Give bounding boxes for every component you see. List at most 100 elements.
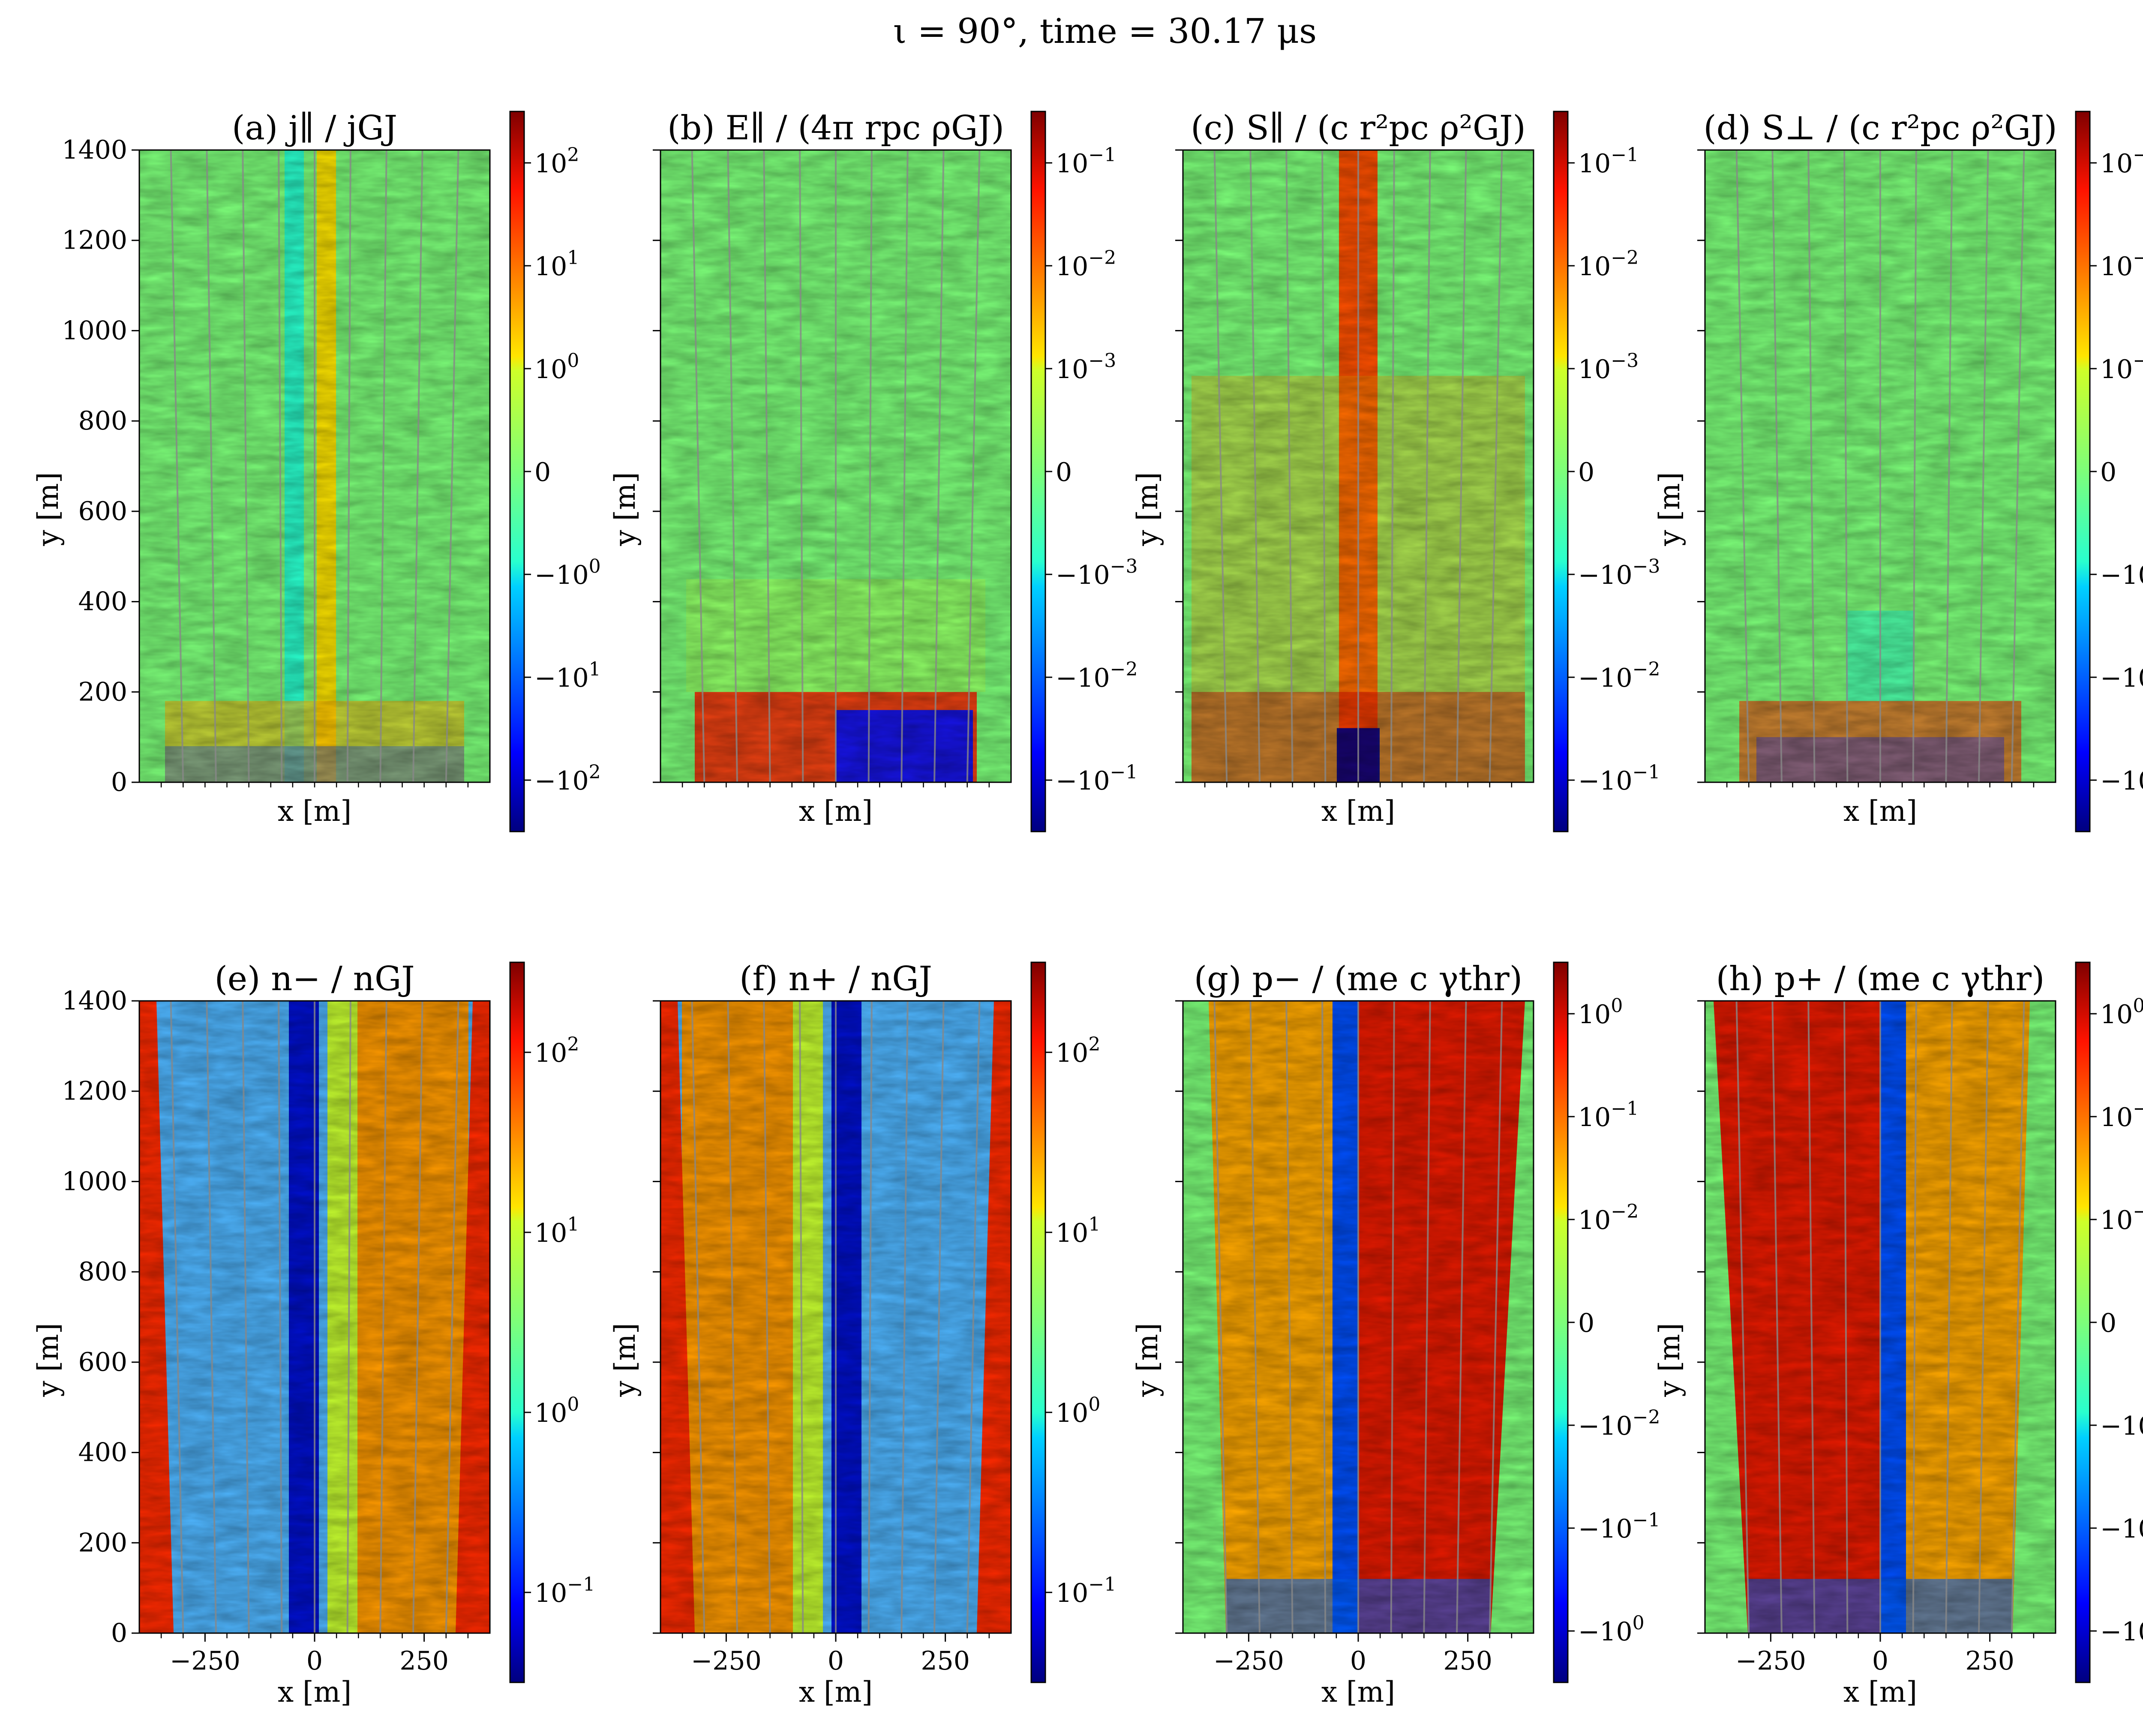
field-line [763, 150, 771, 783]
colorbar-tick-label: −10−1 [2100, 1509, 2143, 1544]
panel-title: (c) S∥ / (c r²pc ρ²GJ) [1191, 109, 1526, 147]
colorbar-tick-label: 100 [2100, 995, 2143, 1030]
x-tick-label: 0 [828, 1646, 844, 1676]
x-axis-label: x [m] [1843, 795, 1917, 828]
colorbar-tick-label: 100 [1056, 1394, 1100, 1428]
field-line [206, 1000, 217, 1634]
y-tick-label: 200 [78, 677, 127, 707]
colorbar-tick-label: −10−1 [1578, 761, 1660, 796]
colorbar-tick-label: 0 [1578, 457, 1594, 487]
field-line [1489, 150, 1503, 783]
field-line [1912, 150, 1917, 783]
x-tick-label: −250 [1213, 1646, 1284, 1676]
colorbar-tick-label: 102 [534, 1033, 579, 1068]
field-line [1735, 150, 1750, 783]
x-axis-label: x [m] [1321, 795, 1395, 828]
x-axis-label: x [m] [799, 795, 873, 828]
field-line [900, 150, 909, 783]
colorbar-tick-label: −10−2 [1056, 658, 1138, 693]
panel-title: (b) E∥ / (4π rpc ρGJ) [667, 109, 1004, 147]
colorbar-tick-label: 0 [534, 457, 551, 487]
field-line [933, 150, 945, 783]
y-axis-label: y [m] [609, 472, 642, 546]
colorbar-tick-label: −10−1 [2100, 761, 2143, 796]
field-line [691, 150, 705, 783]
field-line [867, 1000, 873, 1634]
y-tick-label: 400 [78, 587, 127, 617]
field-line [1456, 1000, 1467, 1634]
field-line [1771, 150, 1783, 783]
panel-c: x [m] y [m] (c) S∥ / (c r²pc ρ²GJ) 10−1 10−2… [1131, 109, 1660, 832]
colorbar-tick-label: −10−2 [2100, 658, 2143, 693]
field-line [966, 1000, 981, 1634]
field-line [2011, 150, 2025, 783]
y-tick-label: 1200 [62, 225, 127, 255]
colorbar-tick-label: 10−1 [1578, 144, 1639, 179]
y-axis-label: y [m] [1653, 472, 1686, 546]
colorbar-tick-label: 0 [1578, 1308, 1594, 1338]
y-tick-label: 0 [111, 1618, 127, 1648]
x-tick-label: 250 [1965, 1646, 2014, 1676]
field-line [1771, 1000, 1783, 1634]
x-tick-label: −250 [1735, 1646, 1806, 1676]
field-line [170, 1000, 184, 1634]
colorbar [1553, 961, 1569, 1683]
colorbar-tick-label: 10−1 [1578, 1098, 1639, 1132]
colorbar-tick-label: 0 [2100, 457, 2116, 487]
field-line [1423, 1000, 1431, 1634]
colorbar [509, 111, 525, 832]
field-line [2011, 1000, 2025, 1634]
field-line [1807, 150, 1816, 783]
colorbar-tick-label: 102 [1056, 1033, 1100, 1068]
panel-title: (e) n− / nGJ [214, 960, 414, 998]
y-tick-label: 1400 [62, 135, 127, 165]
y-tick-label: 800 [78, 406, 127, 436]
colorbar-tick-label: −101 [534, 658, 601, 693]
field-line [1423, 150, 1431, 783]
colorbar-tick-label: 10−3 [2100, 350, 2143, 384]
y-tick-label: 1000 [62, 315, 127, 345]
colorbar-tick-label: 100 [534, 1394, 579, 1428]
y-tick-label: 1400 [62, 986, 127, 1016]
field-line [763, 1000, 771, 1634]
field-line [900, 1000, 909, 1634]
y-tick-label: 0 [111, 767, 127, 797]
y-axis-label: y [m] [32, 472, 65, 546]
field-line [1390, 1000, 1395, 1634]
x-axis-label: x [m] [799, 1676, 873, 1709]
field-line [445, 150, 459, 783]
field-line [1978, 150, 1989, 783]
field-line [1735, 1000, 1750, 1634]
field-line [1978, 1000, 1989, 1634]
colorbar-tick-label: 102 [534, 144, 579, 179]
field-line [346, 150, 351, 783]
colorbar-tick-label: 10−2 [1578, 247, 1639, 282]
colorbar-tick-label: −100 [1578, 1612, 1645, 1647]
x-tick-label: 0 [1350, 1646, 1366, 1676]
field-line [933, 1000, 945, 1634]
colorbar-tick-label: 10−3 [1578, 350, 1639, 384]
field-line [1249, 150, 1261, 783]
field-line [1489, 1000, 1503, 1634]
field-line [1945, 1000, 1953, 1634]
field-line [1945, 150, 1953, 783]
field-line [206, 150, 217, 783]
colorbar [1030, 961, 1046, 1683]
field-line [346, 1000, 351, 1634]
colorbar [1030, 111, 1046, 832]
panel-e: 0 200 400 600 800 1000 1200 1400 −250 0 250 x [m] y … [32, 960, 595, 1709]
panel-title: (a) j∥ / jGJ [232, 109, 397, 147]
x-tick-label: 250 [921, 1646, 970, 1676]
colorbar-tick-label: 10−1 [2100, 1098, 2143, 1132]
colorbar-tick-label: −10−3 [1578, 556, 1660, 590]
colorbar-tick-label: −10−2 [1578, 1406, 1660, 1441]
field-line [379, 1000, 387, 1634]
colorbar-tick-label: −10−3 [2100, 556, 2143, 590]
colorbar-tick-label: 101 [1056, 1213, 1100, 1248]
field-line [727, 150, 738, 783]
field-line [1843, 1000, 1849, 1634]
field-line [1213, 1000, 1228, 1634]
colorbar-tick-label: −100 [2100, 1612, 2143, 1647]
field-line [727, 1000, 738, 1634]
y-axis-label: y [m] [1131, 472, 1164, 546]
